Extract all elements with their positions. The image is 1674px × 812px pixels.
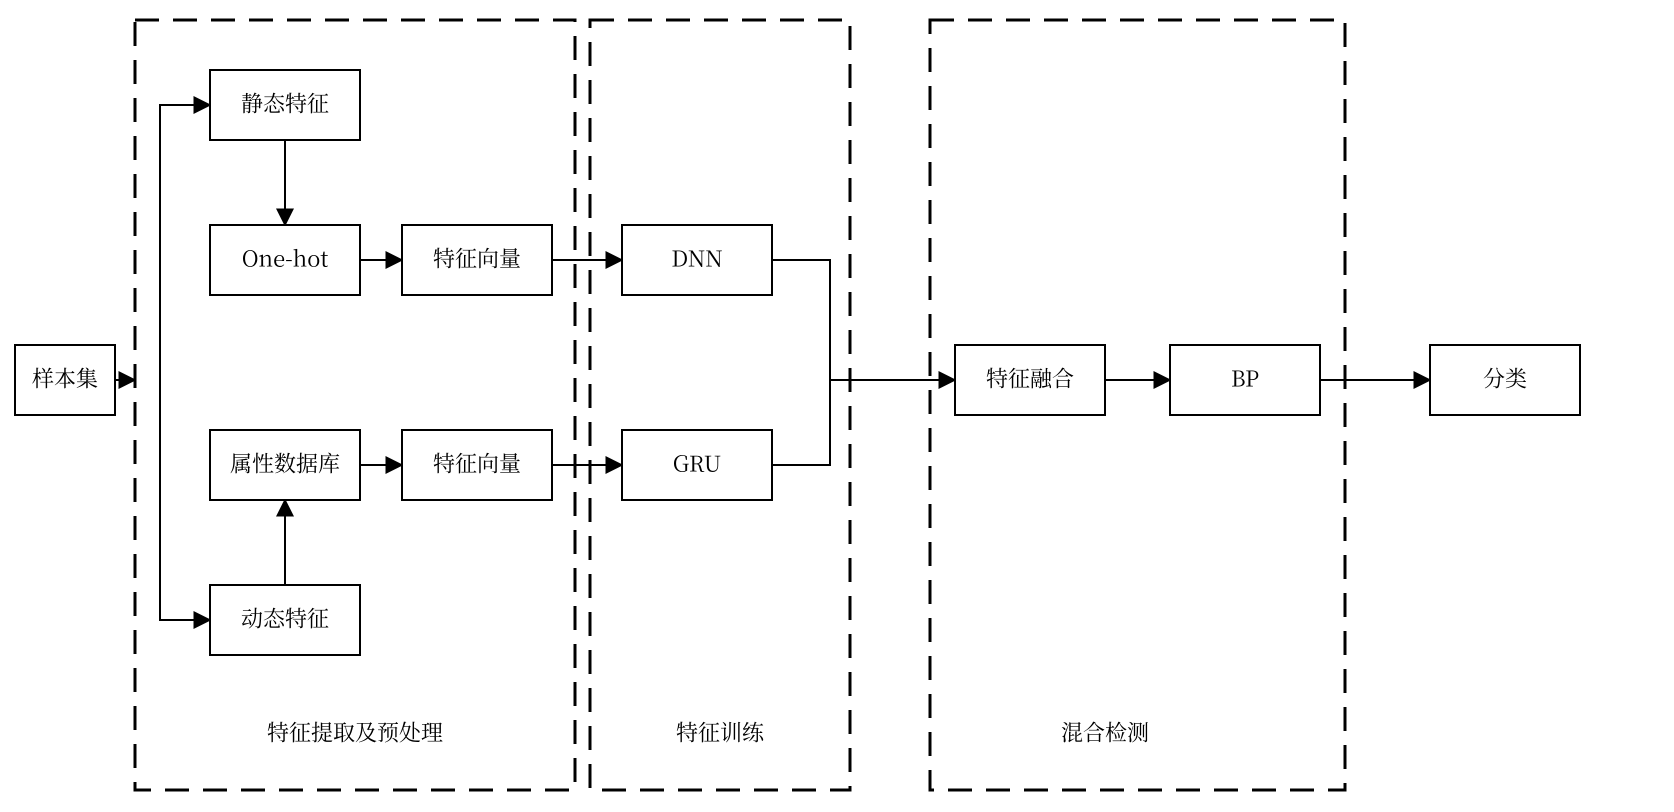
node-label-dnn: DNN xyxy=(671,243,723,274)
node-label-bp: BP xyxy=(1231,363,1259,394)
node-label-static: 静态特征 xyxy=(241,88,329,119)
group-label-g1: 特征提取及预处理 xyxy=(267,717,443,748)
node-label-onehot: One-hot xyxy=(242,243,329,274)
edge-g1_split_top-static xyxy=(160,105,210,380)
group-g2 xyxy=(590,20,850,790)
node-label-classify: 分类 xyxy=(1483,363,1527,394)
group-label-g3: 混合检测 xyxy=(1061,717,1149,748)
edge-dnn-merge xyxy=(772,260,830,380)
node-label-gru: GRU xyxy=(673,448,722,479)
node-label-fv1: 特征向量 xyxy=(433,243,521,274)
flowchart-diagram: 特征提取及预处理特征训练混合检测样本集静态特征One-hot特征向量属性数据库特… xyxy=(0,0,1674,812)
edge-g1_split_bot-dynamic xyxy=(160,380,210,620)
group-label-g2: 特征训练 xyxy=(676,717,765,748)
node-label-fv2: 特征向量 xyxy=(433,448,521,479)
node-label-fusion: 特征融合 xyxy=(986,363,1074,394)
node-label-dynamic: 动态特征 xyxy=(241,603,329,634)
edge-gru-merge xyxy=(772,380,830,465)
node-label-sample: 样本集 xyxy=(32,363,98,394)
node-label-attrdb: 属性数据库 xyxy=(230,448,340,479)
